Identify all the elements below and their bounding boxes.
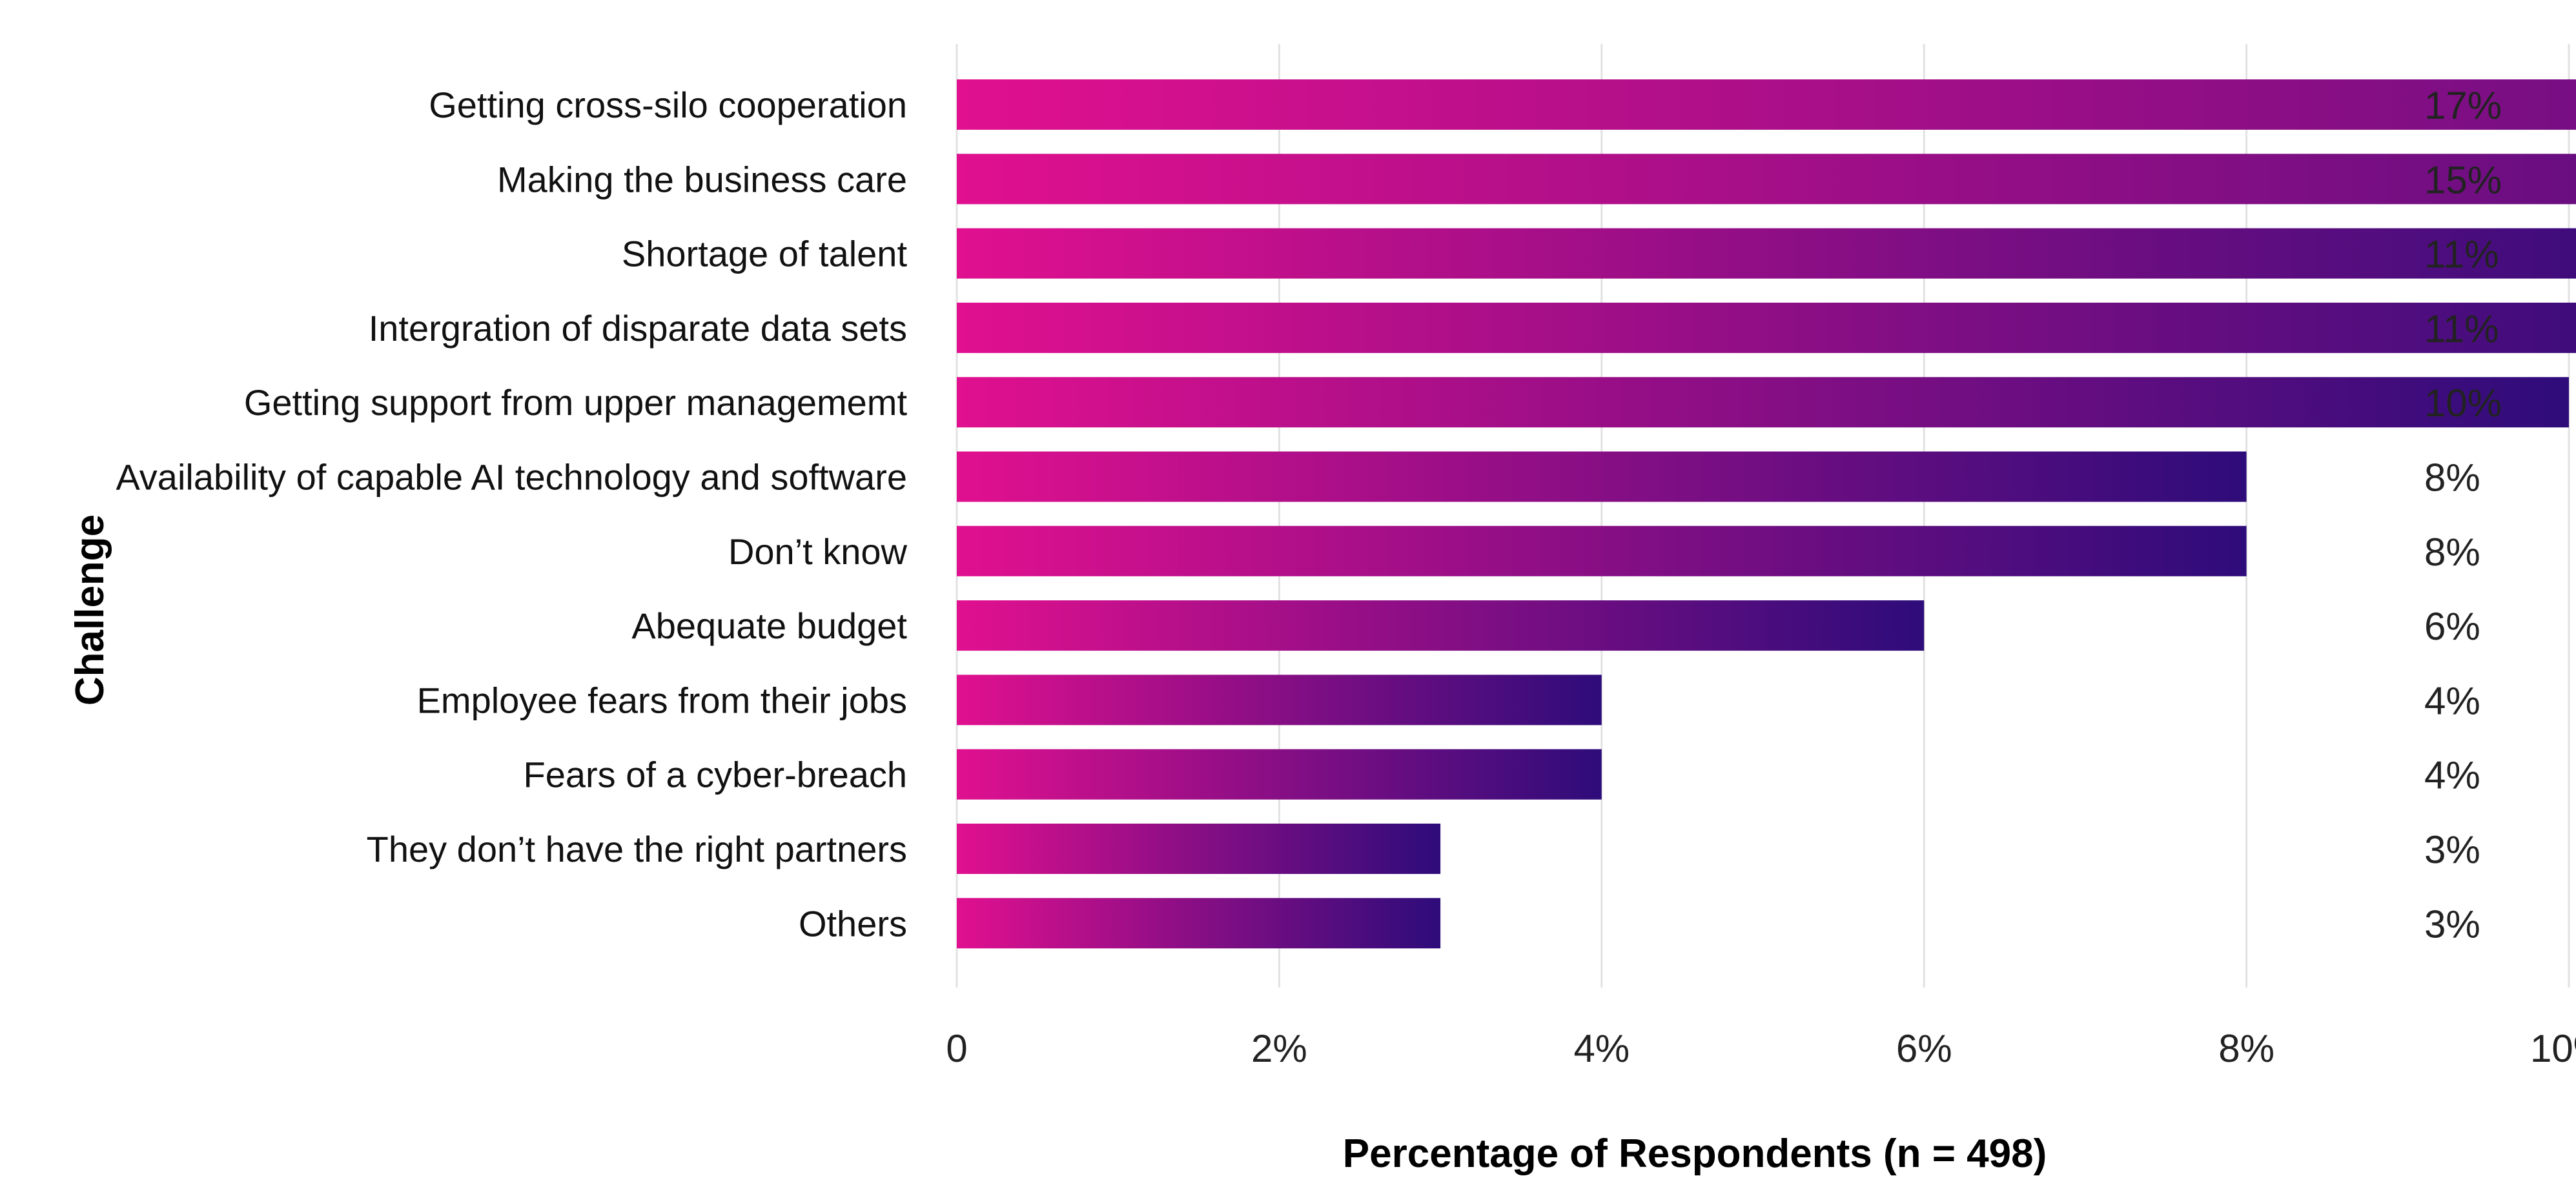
category-label: Availability of capable AI technology an… <box>116 457 907 498</box>
bar <box>957 451 2247 502</box>
category-label: Intergration of disparate data sets <box>369 308 907 349</box>
value-label: 3% <box>2424 828 2480 871</box>
category-label: Getting cross-silo cooperation <box>429 85 907 125</box>
x-tick-label: 10% <box>2530 1027 2576 1070</box>
bar <box>957 377 2569 428</box>
category-label: Others <box>799 903 907 944</box>
bar <box>957 228 2576 279</box>
x-axis-title: Percentage of Respondents (n = 498) <box>1343 1131 2047 1176</box>
x-tick-label: 2% <box>1251 1027 1307 1070</box>
category-label: Employee fears from their jobs <box>417 680 907 720</box>
x-axis-ticks: 02%4%6%8%10%12%14%16%18% <box>946 1027 2576 1070</box>
value-label: 10% <box>2424 381 2502 425</box>
bar <box>957 898 1441 949</box>
y-axis-title: Challenge <box>68 514 112 705</box>
value-label: 8% <box>2424 456 2480 500</box>
bar <box>957 824 1441 874</box>
bar <box>957 154 2576 205</box>
value-label: 6% <box>2424 605 2480 648</box>
value-label: 8% <box>2424 531 2480 574</box>
category-label: Don’t know <box>728 531 908 572</box>
category-label: Abequate budget <box>631 605 907 646</box>
value-label: 11% <box>2424 307 2499 350</box>
category-label: Making the business care <box>497 159 907 199</box>
value-label: 15% <box>2424 158 2502 201</box>
bar <box>957 302 2576 353</box>
bar <box>957 525 2247 576</box>
x-tick-label: 0 <box>946 1027 967 1070</box>
x-tick-label: 8% <box>2218 1027 2274 1070</box>
bar <box>957 79 2576 130</box>
bar <box>957 675 1602 725</box>
category-label: Getting support from upper managememt <box>244 382 908 423</box>
value-label: 4% <box>2424 679 2480 722</box>
bars <box>957 79 2576 949</box>
value-label: 11% <box>2424 233 2499 276</box>
x-tick-label: 6% <box>1896 1027 1952 1070</box>
category-label: They don’t have the right partners <box>367 829 907 869</box>
bar <box>957 600 1925 651</box>
value-label: 3% <box>2424 902 2480 946</box>
value-labels: 17% 15% 11% 11% 10% 8% 8% 6% 4% 4% 3% 3% <box>2424 84 2502 946</box>
category-labels: Getting cross-silo cooperation Making the… <box>116 85 907 944</box>
category-label: Fears of a cyber-breach <box>524 755 907 795</box>
value-label: 4% <box>2424 754 2480 797</box>
bar <box>957 749 1602 800</box>
x-tick-label: 4% <box>1573 1027 1630 1070</box>
category-label: Shortage of talent <box>622 234 908 274</box>
value-label: 17% <box>2424 84 2502 127</box>
